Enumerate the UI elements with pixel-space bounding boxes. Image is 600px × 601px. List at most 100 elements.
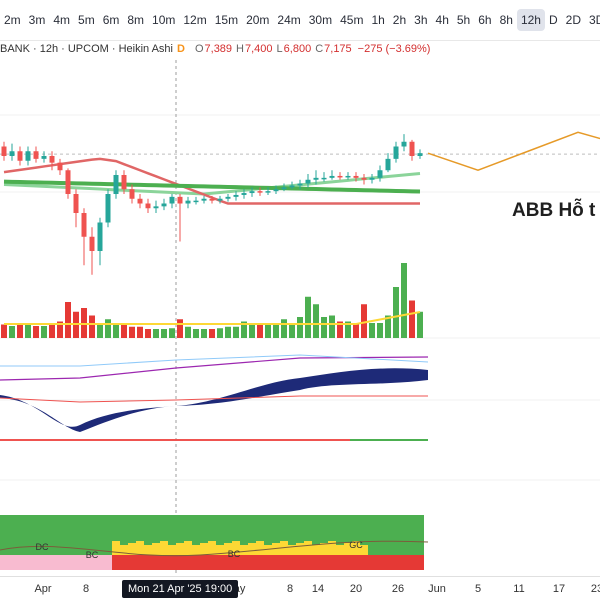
candle-body [377, 170, 383, 178]
candle-body [329, 175, 335, 178]
trend-bar-bottom [240, 555, 248, 570]
trend-bar-mid [376, 541, 384, 561]
timeframe-4h[interactable]: 4h [435, 13, 449, 27]
timeframe-5m[interactable]: 5m [78, 13, 95, 27]
timeframe-1h[interactable]: 1h [371, 13, 385, 27]
data-badge: D [177, 43, 185, 55]
volume-bar [225, 326, 231, 338]
trend-bar-bottom [320, 555, 328, 570]
timeframe-8h[interactable]: 8h [499, 13, 513, 27]
candle-body [81, 213, 87, 237]
trend-bar-top [48, 515, 56, 545]
volume-bar [113, 323, 119, 338]
trend-bar-bottom [304, 555, 312, 570]
timeframe-3h[interactable]: 3h [414, 13, 428, 27]
volume-bar [193, 329, 199, 338]
timeframe-2D[interactable]: 2D [565, 13, 581, 27]
trend-bar-top [0, 515, 8, 545]
volume-bar [33, 326, 39, 338]
timeframe-3D[interactable]: 3D [589, 13, 600, 27]
candle-body [177, 196, 183, 204]
timeframe-4m[interactable]: 4m [53, 13, 71, 27]
trend-bar-bottom [336, 555, 344, 570]
time-axis[interactable]: Apr8May8142026Jun5111723 [0, 576, 600, 601]
timeframe-2m[interactable]: 2m [4, 13, 21, 27]
candle-body [257, 191, 263, 193]
trend-bar-top [216, 515, 224, 545]
trend-bar-mid [304, 541, 312, 561]
volume-bar [97, 323, 103, 338]
trend-bar-mid [400, 541, 408, 561]
trend-bar-top [288, 515, 296, 545]
timeframe-12m[interactable]: 12m [183, 13, 207, 27]
trend-bar-top [384, 515, 392, 545]
trend-bar-mid [200, 543, 208, 563]
trend-bar-mid [160, 541, 168, 561]
trend-bar-top [224, 515, 232, 545]
candle-body [281, 187, 287, 190]
trend-bar-top [40, 515, 48, 545]
candle-body [193, 200, 199, 203]
trend-bar-bottom [56, 555, 64, 570]
trend-bar-top [32, 515, 40, 545]
timeframe-24m[interactable]: 24m [277, 13, 301, 27]
trend-bar-bottom [400, 555, 408, 570]
price-chart[interactable]: DC BC BC GC [0, 60, 600, 576]
candle-body [137, 198, 143, 204]
trend-bar-top [232, 515, 240, 545]
trend-bar-bottom [176, 555, 184, 570]
trend-bar-bottom [168, 555, 176, 570]
trend-bar-mid [56, 543, 64, 563]
trend-line [0, 540, 429, 557]
volume-bar [105, 319, 111, 338]
trend-bar-bottom [112, 555, 120, 570]
candle-body [113, 175, 119, 194]
volume-bar [321, 317, 327, 338]
trend-bar-mid [184, 541, 192, 561]
x-tick-label: 5 [474, 583, 482, 595]
trend-bar-bottom [416, 555, 424, 570]
trend-bar-mid [64, 541, 72, 561]
timeframe-3m[interactable]: 3m [28, 13, 46, 27]
candle-body [249, 191, 255, 194]
trend-bar-bottom [216, 555, 224, 570]
trend-bar-mid [16, 541, 24, 561]
trend-bar-bottom [280, 555, 288, 570]
volume-bar [281, 319, 287, 338]
timeframe-6m[interactable]: 6m [102, 13, 120, 27]
trend-bar-mid [8, 543, 16, 563]
candle-body [313, 177, 319, 180]
timeframe-D[interactable]: D [548, 13, 558, 27]
timeframe-30m[interactable]: 30m [308, 13, 333, 27]
candle-body [265, 191, 271, 193]
volume-bar [161, 329, 167, 338]
x-tick-label: 17 [552, 583, 566, 595]
timeframe-6h[interactable]: 6h [478, 13, 492, 27]
timeframe-5h[interactable]: 5h [456, 13, 471, 27]
trend-bar-mid [296, 543, 304, 563]
trend-bar-top [8, 515, 16, 545]
trend-bar-top [304, 515, 312, 545]
timeframe-20m[interactable]: 20m [246, 13, 270, 27]
volume-bar [345, 321, 351, 338]
candle-body [241, 193, 247, 195]
timeframe-45m[interactable]: 45m [340, 13, 364, 27]
trend-bar-bottom [104, 555, 112, 570]
timeframe-list: 2m 3m 4m 5m 6m 8m 10m 12m 15m 20m 24m 30m 45m 1h 2h 3h 4… [0, 0, 600, 40]
trend-bar-bottom [392, 555, 400, 570]
trend-bar-mid [320, 543, 328, 563]
volume-bar [89, 315, 95, 338]
trend-bar-mid [328, 541, 336, 561]
trend-bar-mid [208, 541, 216, 561]
timeframe-15m[interactable]: 15m [214, 13, 239, 27]
symbol-info[interactable]: BANK · 12h · UPCOM · Heikin Ashi [0, 43, 173, 55]
trend-bar-top [160, 515, 168, 545]
trend-bar-top [24, 515, 32, 545]
timeframe-12h[interactable]: 12h [516, 9, 545, 31]
trend-bar-mid [80, 543, 88, 563]
indicator-label: GC [349, 540, 363, 550]
trend-bar-top [128, 515, 136, 545]
timeframe-8m[interactable]: 8m [127, 13, 145, 27]
timeframe-10m[interactable]: 10m [152, 13, 176, 27]
timeframe-2h[interactable]: 2h [392, 13, 407, 27]
